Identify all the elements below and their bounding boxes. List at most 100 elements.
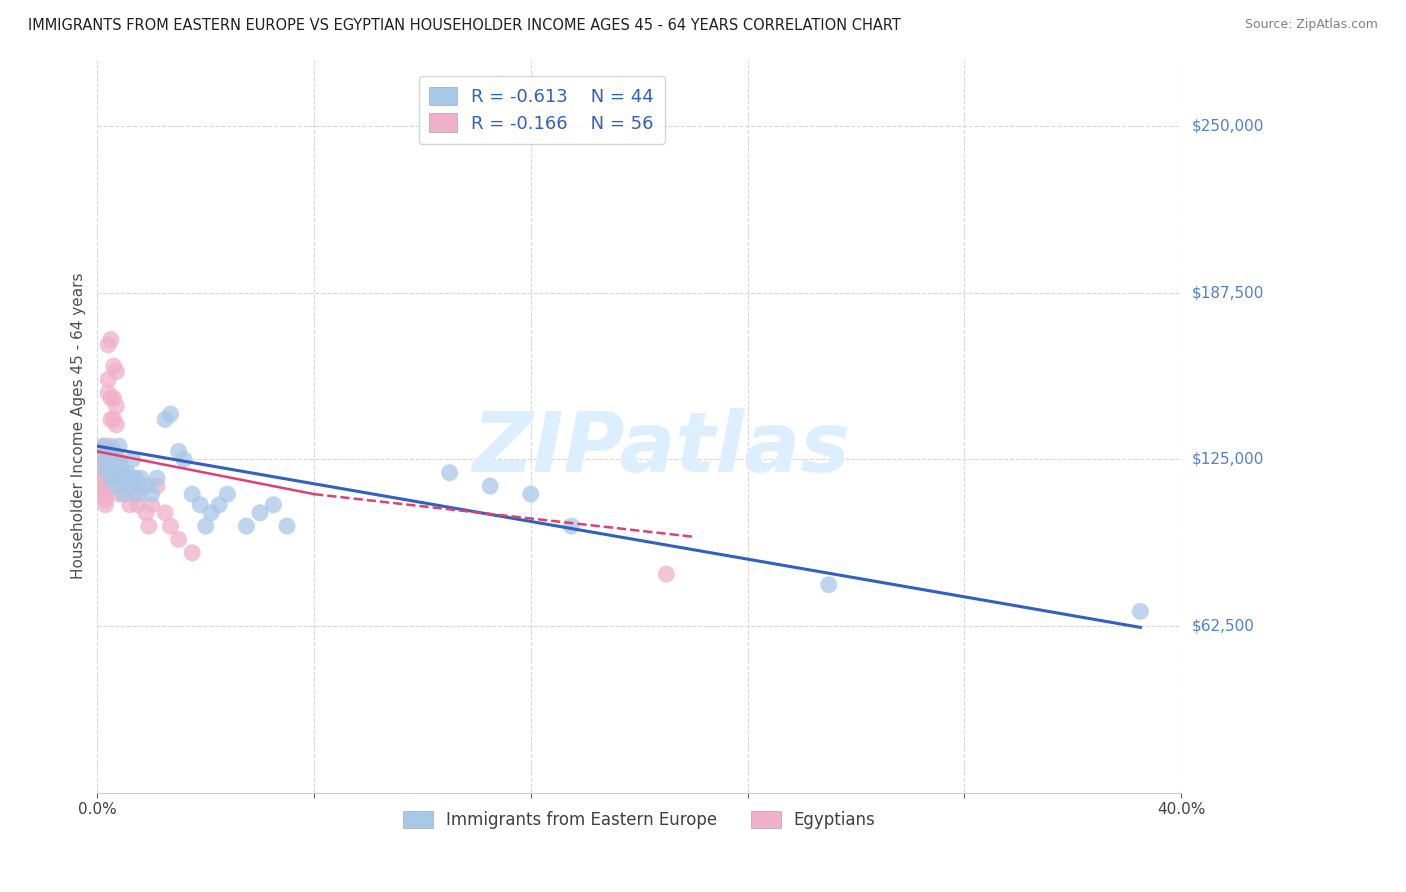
Point <box>108 471 131 485</box>
Point <box>114 471 136 485</box>
Point <box>108 439 131 453</box>
Point <box>105 452 128 467</box>
Point <box>129 479 152 493</box>
Point <box>520 487 543 501</box>
Text: $250,000: $250,000 <box>1192 119 1264 134</box>
Point <box>100 452 122 467</box>
Point <box>91 452 114 467</box>
Point <box>235 519 257 533</box>
Point <box>94 466 117 480</box>
Text: $62,500: $62,500 <box>1192 618 1256 633</box>
Point <box>188 498 211 512</box>
Point <box>100 391 122 405</box>
Text: $125,000: $125,000 <box>1192 452 1264 467</box>
Point <box>167 444 190 458</box>
Point <box>97 460 120 475</box>
Point <box>97 479 120 493</box>
Point <box>121 452 143 467</box>
Point <box>97 338 120 352</box>
Point <box>127 498 149 512</box>
Point <box>217 487 239 501</box>
Point <box>111 466 134 480</box>
Point <box>479 479 502 493</box>
Point <box>135 506 157 520</box>
Legend: Immigrants from Eastern Europe, Egyptians: Immigrants from Eastern Europe, Egyptian… <box>396 804 883 836</box>
Point <box>200 506 222 520</box>
Point <box>153 412 176 426</box>
Point <box>111 460 134 475</box>
Point <box>103 460 125 475</box>
Point <box>159 407 181 421</box>
Point <box>91 439 114 453</box>
Point <box>103 391 125 405</box>
Point <box>100 439 122 453</box>
Point <box>181 487 204 501</box>
Point <box>560 519 582 533</box>
Point <box>262 498 284 512</box>
Point <box>105 399 128 413</box>
Text: ZIPatlas: ZIPatlas <box>472 408 849 489</box>
Point <box>135 479 157 493</box>
Point <box>114 487 136 501</box>
Point <box>194 519 217 533</box>
Point <box>173 452 195 467</box>
Point <box>94 479 117 493</box>
Point <box>103 359 125 373</box>
Point <box>89 479 111 493</box>
Y-axis label: Householder Income Ages 45 - 64 years: Householder Income Ages 45 - 64 years <box>72 273 86 580</box>
Point <box>114 471 136 485</box>
Point <box>97 385 120 400</box>
Point <box>159 519 181 533</box>
Point <box>439 466 461 480</box>
Point <box>124 471 146 485</box>
Point <box>817 578 839 592</box>
Point <box>129 471 152 485</box>
Point <box>100 444 122 458</box>
Point <box>655 567 678 582</box>
Point <box>91 487 114 501</box>
Point <box>91 471 114 485</box>
Point <box>146 479 169 493</box>
Point <box>141 498 163 512</box>
Text: Source: ZipAtlas.com: Source: ZipAtlas.com <box>1244 18 1378 31</box>
Point <box>94 492 117 507</box>
Point <box>146 471 169 485</box>
Point <box>118 498 141 512</box>
Point <box>103 471 125 485</box>
Point <box>89 460 111 475</box>
Point <box>100 333 122 347</box>
Point <box>181 546 204 560</box>
Point <box>124 487 146 501</box>
Point <box>105 417 128 432</box>
Point <box>108 471 131 485</box>
Point <box>138 519 160 533</box>
Point <box>153 506 176 520</box>
Point <box>249 506 271 520</box>
Point <box>94 452 117 467</box>
Point <box>121 471 143 485</box>
Point <box>208 498 231 512</box>
Point <box>115 479 138 493</box>
Point <box>108 452 131 467</box>
Point <box>94 498 117 512</box>
Point <box>94 439 117 453</box>
Point <box>141 487 163 501</box>
Point <box>105 479 128 493</box>
Point <box>111 479 134 493</box>
Point <box>94 471 117 485</box>
Point <box>97 452 120 467</box>
Point <box>108 487 131 501</box>
Point <box>127 487 149 501</box>
Point <box>97 452 120 467</box>
Text: $187,500: $187,500 <box>1192 285 1264 301</box>
Point <box>118 479 141 493</box>
Point <box>103 412 125 426</box>
Point <box>115 466 138 480</box>
Point <box>1129 604 1152 618</box>
Point <box>103 466 125 480</box>
Point <box>91 460 114 475</box>
Point <box>167 533 190 547</box>
Point <box>103 444 125 458</box>
Point <box>114 487 136 501</box>
Point <box>100 471 122 485</box>
